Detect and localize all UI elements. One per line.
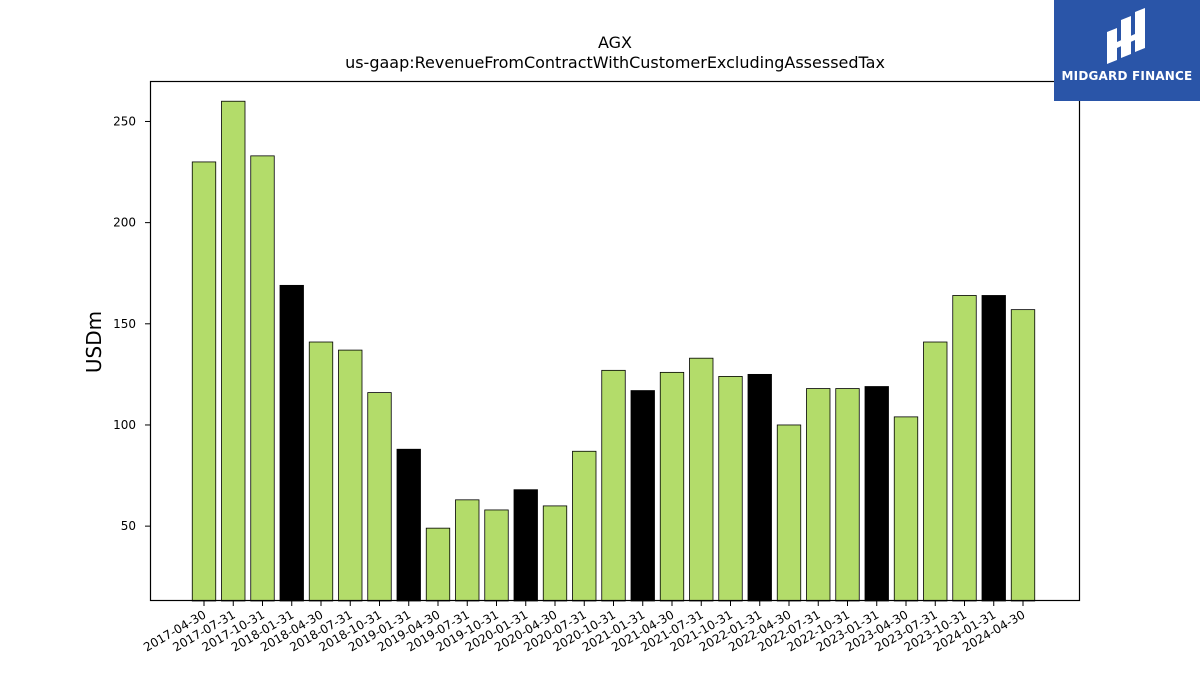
bar-2022-10-31: [835, 388, 860, 602]
bars: [191, 100, 1036, 602]
y-tick-label: 50: [121, 519, 136, 533]
bar-2024-01-31: [981, 295, 1006, 602]
bar-2018-04-30: [308, 341, 334, 602]
y-axis: 50 100 150 200 250: [113, 114, 150, 533]
bar-2020-07-31: [572, 450, 597, 602]
bar-2023-04-30: [893, 416, 919, 602]
bar-2017-07-31: [221, 100, 246, 602]
x-axis: 2017-04-302017-07-312017-10-312018-01-31…: [141, 601, 1028, 654]
bar-2021-07-31: [689, 357, 714, 602]
chart-title: AGX: [598, 33, 632, 52]
bar-2020-01-31: [513, 489, 538, 602]
bar-2021-01-31: [630, 390, 655, 602]
y-tick-label: 250: [113, 114, 136, 128]
bar-2023-01-31: [864, 386, 889, 602]
bar-2021-10-31: [718, 376, 743, 602]
bar-2021-04-30: [659, 371, 685, 602]
logo-text: MIDGARD FINANCE: [1061, 69, 1193, 83]
bar-2022-01-31: [747, 373, 772, 602]
bar-2020-04-30: [542, 505, 568, 602]
plot-frame: [149, 80, 1081, 602]
bar-2019-07-31: [455, 499, 480, 602]
bar-2020-10-31: [601, 369, 626, 602]
bar-2019-04-30: [425, 527, 451, 602]
bar-2022-04-30: [776, 424, 802, 602]
bar-2023-10-31: [952, 295, 977, 602]
chart-subtitle: us-gaap:RevenueFromContractWithCustomerE…: [345, 53, 885, 72]
bar-2018-07-31: [338, 349, 363, 602]
bar-2017-04-30: [191, 161, 217, 602]
y-tick-label: 100: [113, 418, 136, 432]
midgard-logo-icon: [1107, 8, 1145, 64]
midgard-finance-logo: MIDGARD FINANCE: [1054, 0, 1200, 101]
y-tick-label: 150: [113, 317, 136, 331]
bar-2018-01-31: [279, 284, 304, 602]
bar-2017-10-31: [250, 155, 275, 602]
bar-2019-01-31: [396, 448, 421, 602]
bar-2023-07-31: [923, 341, 948, 602]
y-tick-label: 200: [113, 216, 136, 230]
bar-2022-07-31: [806, 388, 831, 602]
bar-2024-04-30: [1010, 309, 1036, 602]
y-axis-label: USDm: [82, 311, 106, 373]
bar-2018-10-31: [367, 392, 392, 602]
bar-2019-10-31: [484, 509, 509, 602]
